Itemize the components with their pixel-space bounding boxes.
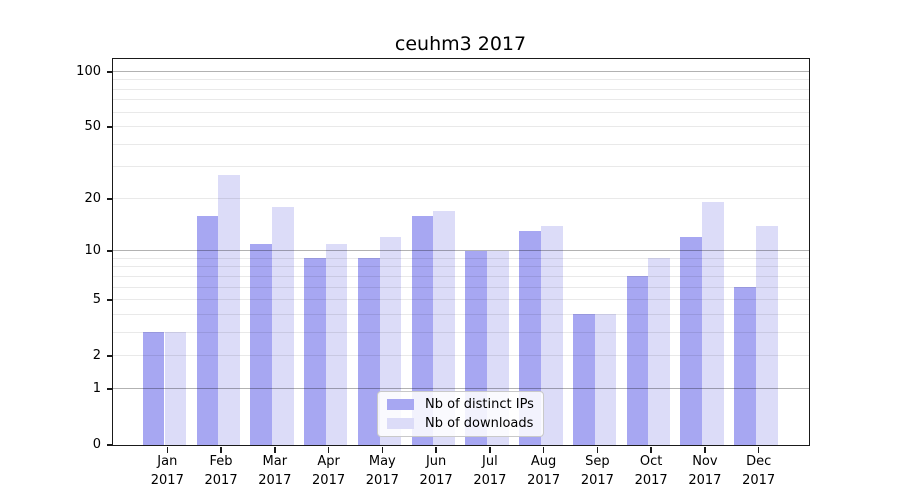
x-tick-mark-apr [327,446,330,453]
bar-nb-of-distinct-ips-nov [680,237,703,445]
x-tick-label-dec: Dec 2017 [742,454,776,488]
y-tick-mark-0 [106,444,113,446]
x-tick-mark-may [381,446,384,453]
x-tick-label-nov: Nov 2017 [688,454,722,488]
bar-nb-of-distinct-ips-dec [734,287,756,445]
bar-nb-of-distinct-ips-sep [572,314,595,445]
gridline-minor-30 [112,166,809,168]
bar-nb-of-distinct-ips-feb [196,215,219,445]
y-tick-label-10: 10 [84,243,101,259]
gridline-major-10 [112,250,809,252]
gridline-minor-5 [112,299,809,301]
legend-label: Nb of downloads [425,416,534,431]
legend-swatch-downloads [387,418,414,429]
x-tick-label-feb: Feb 2017 [204,454,238,488]
y-tick-label-0: 0 [92,437,101,452]
y-tick-label-5: 5 [92,292,101,308]
y-tick-label-50: 50 [84,119,101,135]
bar-nb-of-downloads-mar [272,206,294,445]
gridline-minor-20 [112,197,809,199]
legend-item-nb-of-distinct-ips: Nb of distinct IPs [387,397,534,412]
x-tick-label-may: May 2017 [365,454,399,488]
x-tick-mark-jul [489,446,491,453]
gridline-minor-4 [112,313,809,315]
x-tick-mark-oct [650,446,652,453]
x-tick-label-sep: Sep 2017 [580,454,614,488]
x-tick-mark-feb [220,446,222,453]
bar-nb-of-downloads-aug [540,225,563,445]
y-tick-mark-2 [106,355,113,357]
bar-nb-of-distinct-ips-jan [142,332,165,445]
legend-item-nb-of-downloads: Nb of downloads [387,416,534,431]
x-tick-mark-aug [542,446,545,453]
bar-nb-of-distinct-ips-mar [250,243,272,445]
gridline-minor-70 [112,99,809,101]
x-tick-mark-jan [166,446,169,453]
bar-nb-of-downloads-nov [702,202,724,445]
x-tick-mark-jun [435,446,437,453]
x-tick-mark-sep [596,446,599,453]
x-tick-label-apr: Apr 2017 [312,454,346,488]
x-tick-label-jul: Jul 2017 [473,454,507,488]
x-tick-label-jun: Jun 2017 [419,454,453,488]
bar-nb-of-downloads-jan [164,332,187,445]
bar-nb-of-distinct-ips-oct [626,276,649,445]
gridline-minor-2 [112,355,809,357]
chart-title: ceuhm3 2017 [394,33,527,55]
gridline-minor-40 [112,143,809,145]
legend-swatch-distinct-ips [387,399,414,410]
y-tick-label-100: 100 [76,63,101,79]
y-tick-mark-100 [106,71,113,73]
bar-nb-of-downloads-feb [218,175,240,445]
y-tick-label-20: 20 [84,190,101,206]
legend-label: Nb of distinct IPs [425,397,534,412]
bar-nb-of-downloads-jun [433,210,455,445]
gridline-minor-8 [112,266,809,268]
x-tick-label-mar: Mar 2017 [258,454,292,488]
gridline-minor-50 [112,126,809,128]
gridline-major-100 [112,70,809,73]
gridline-minor-90 [112,79,809,81]
plot-area [111,57,810,446]
bar-nb-of-downloads-oct [648,258,671,445]
y-tick-mark-10 [106,250,113,252]
x-tick-mark-mar [274,446,276,453]
x-tick-mark-dec [757,446,760,453]
x-tick-label-jan: Jan 2017 [150,454,184,488]
y-tick-label-2: 2 [92,348,101,364]
y-tick-mark-20 [106,198,113,200]
bar-nb-of-distinct-ips-apr [304,258,326,445]
gridline-major-1 [112,387,809,390]
bar-nb-of-downloads-apr [325,243,348,445]
x-tick-mark-nov [704,446,706,453]
y-tick-mark-5 [106,299,113,301]
x-tick-label-oct: Oct 2017 [634,454,668,488]
bar-nb-of-downloads-sep [594,314,617,445]
gridline-minor-6 [112,286,809,288]
y-tick-mark-50 [106,126,113,128]
gridline-minor-9 [112,257,809,259]
bar-nb-of-distinct-ips-may [357,258,380,445]
gridline-minor-7 [112,275,809,277]
gridline-minor-80 [112,88,809,90]
bar-nb-of-downloads-dec [755,225,778,445]
gridline-minor-60 [112,111,809,113]
bar-nb-of-distinct-ips-jun [411,215,434,445]
gridline-minor-3 [112,331,809,333]
y-tick-label-1: 1 [92,380,101,396]
x-tick-label-aug: Aug 2017 [527,454,561,488]
legend: Nb of distinct IPs Nb of downloads [377,391,544,437]
y-tick-mark-1 [106,388,113,390]
